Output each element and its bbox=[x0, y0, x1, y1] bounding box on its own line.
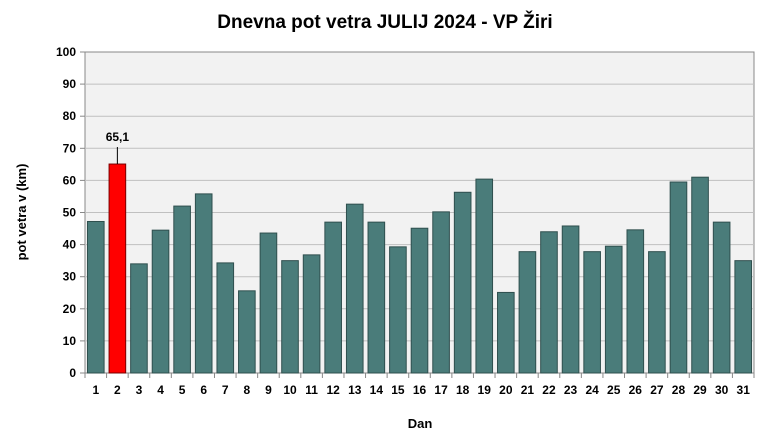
x-tick-label: 14 bbox=[370, 383, 384, 397]
bar bbox=[475, 178, 494, 374]
bar bbox=[691, 176, 709, 374]
x-tick-label: 8 bbox=[244, 383, 251, 397]
bar bbox=[216, 262, 235, 374]
y-tick-label: 100 bbox=[56, 45, 76, 59]
x-axis-title: Dan bbox=[408, 416, 433, 431]
bar bbox=[173, 205, 191, 374]
bar bbox=[497, 291, 515, 374]
x-tick-label: 19 bbox=[478, 383, 492, 397]
x-tick-label: 15 bbox=[391, 383, 405, 397]
x-tick-label: 12 bbox=[326, 383, 340, 397]
y-tick-label: 60 bbox=[63, 173, 77, 187]
x-tick-label: 13 bbox=[348, 383, 362, 397]
bar bbox=[194, 193, 213, 374]
bar-highlight bbox=[108, 163, 127, 374]
bar bbox=[648, 251, 666, 374]
x-tick-label: 26 bbox=[629, 383, 643, 397]
y-tick-label: 80 bbox=[63, 109, 77, 123]
bar bbox=[130, 263, 148, 374]
x-tick-label: 5 bbox=[179, 383, 186, 397]
bar bbox=[86, 220, 105, 374]
x-tick-label: 25 bbox=[607, 383, 621, 397]
x-tick-label: 20 bbox=[499, 383, 513, 397]
bar bbox=[389, 246, 407, 374]
y-tick-label: 30 bbox=[63, 270, 77, 284]
x-tick-label: 21 bbox=[521, 383, 535, 397]
bar bbox=[540, 231, 558, 374]
bar bbox=[259, 232, 278, 374]
bar bbox=[453, 191, 472, 374]
x-tick-label: 31 bbox=[737, 383, 751, 397]
bar bbox=[151, 229, 170, 374]
bar bbox=[583, 251, 601, 374]
data-label: 65,1 bbox=[106, 130, 130, 144]
bar bbox=[712, 221, 731, 374]
y-tick-label: 0 bbox=[69, 366, 76, 380]
bar bbox=[281, 260, 299, 374]
bar bbox=[669, 181, 688, 374]
bar bbox=[410, 227, 429, 374]
x-tick-label: 7 bbox=[222, 383, 229, 397]
y-tick-label: 20 bbox=[63, 302, 77, 316]
x-tick-label: 30 bbox=[715, 383, 729, 397]
x-axis-ticks: 1 2 3 4 5 6 7 8 9 10 11 12 13 14 15 16 17 18 19 20 21 22 23 24 2… bbox=[84, 373, 755, 397]
x-tick-label: 24 bbox=[585, 383, 599, 397]
x-tick-label: 16 bbox=[413, 383, 427, 397]
bar bbox=[734, 260, 753, 374]
x-tick-label: 18 bbox=[456, 383, 470, 397]
bars bbox=[86, 163, 753, 374]
bar bbox=[302, 254, 321, 374]
x-tick-label: 11 bbox=[305, 383, 318, 397]
y-axis-title: pot vetra v (km) bbox=[14, 164, 29, 261]
x-tick-label: 17 bbox=[434, 383, 448, 397]
x-tick-label: 23 bbox=[564, 383, 578, 397]
x-tick-label: 29 bbox=[693, 383, 707, 397]
y-tick-label: 40 bbox=[63, 238, 77, 252]
bar bbox=[561, 225, 580, 374]
x-tick-label: 6 bbox=[200, 383, 207, 397]
y-tick-label: 70 bbox=[63, 141, 77, 155]
bar bbox=[432, 211, 450, 374]
x-tick-label: 27 bbox=[650, 383, 664, 397]
bar bbox=[626, 229, 645, 374]
x-tick-label: 28 bbox=[672, 383, 686, 397]
bar bbox=[324, 221, 342, 374]
chart-title: Dnevna pot vetra JULIJ 2024 - VP Žiri bbox=[217, 12, 553, 33]
x-tick-label: 9 bbox=[265, 383, 272, 397]
y-tick-label: 50 bbox=[63, 206, 77, 220]
bar bbox=[367, 221, 386, 374]
x-tick-label: 1 bbox=[92, 383, 99, 397]
bar bbox=[604, 245, 623, 374]
x-tick-label: 10 bbox=[283, 383, 297, 397]
bar bbox=[345, 203, 364, 374]
y-tick-label: 90 bbox=[63, 77, 77, 91]
x-tick-label: 3 bbox=[136, 383, 143, 397]
annotations: 65,1 bbox=[106, 130, 130, 165]
x-tick-label: 22 bbox=[542, 383, 556, 397]
y-tick-label: 10 bbox=[63, 334, 77, 348]
bar bbox=[518, 251, 537, 374]
y-axis-ticks: 0 10 20 30 40 50 60 70 80 90 100 bbox=[56, 45, 85, 380]
x-tick-label: 2 bbox=[114, 383, 121, 397]
x-tick-label: 4 bbox=[157, 383, 164, 397]
bar bbox=[238, 290, 256, 374]
